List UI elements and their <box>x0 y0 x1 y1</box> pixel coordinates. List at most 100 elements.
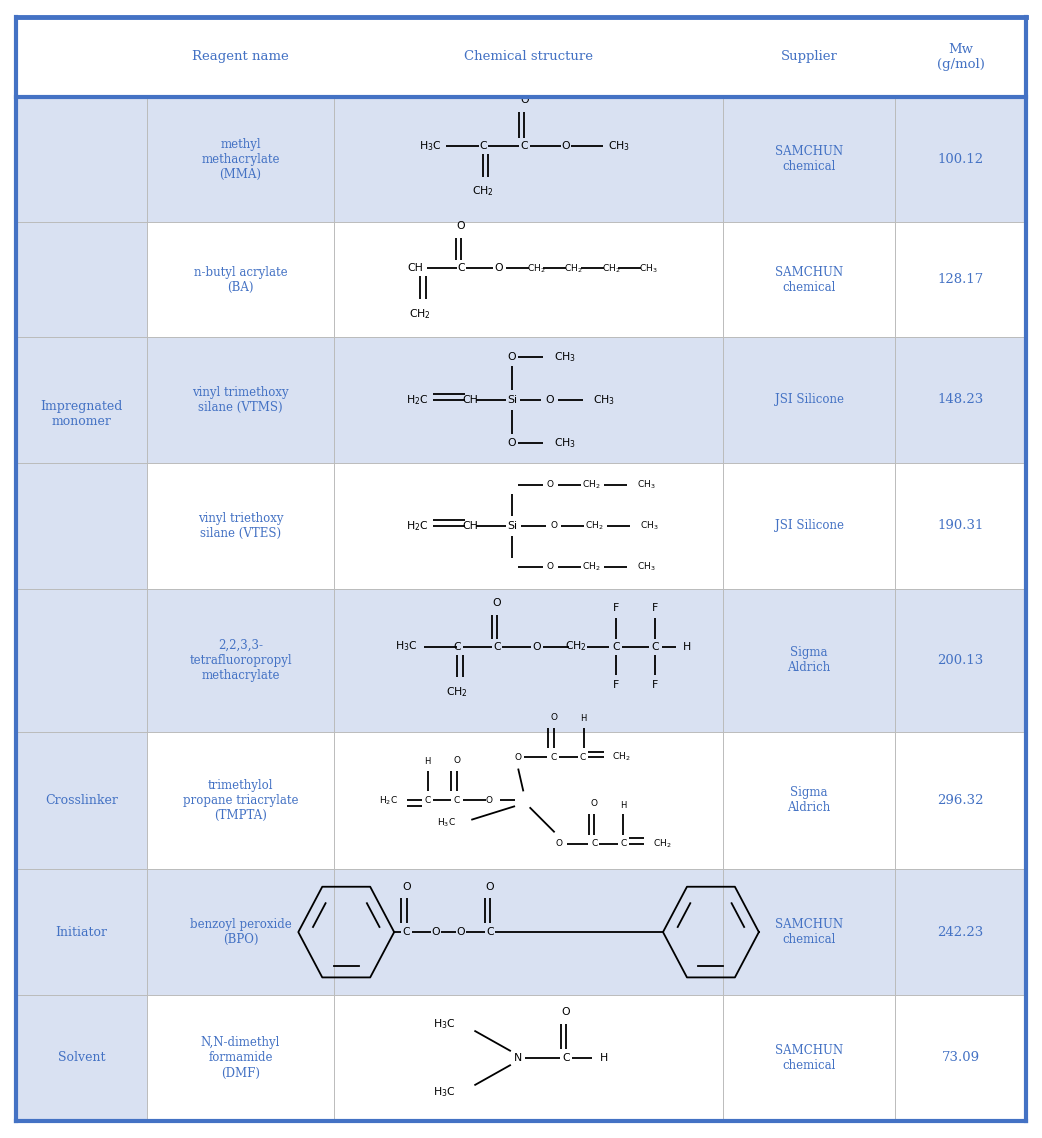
Bar <box>723 995 895 1121</box>
Text: Initiator: Initiator <box>55 925 107 939</box>
Text: CH$_3$: CH$_3$ <box>607 139 630 152</box>
Text: Chemical structure: Chemical structure <box>464 50 593 64</box>
Text: SAMCHUN
chemical: SAMCHUN chemical <box>775 265 843 294</box>
Text: CH$_3$: CH$_3$ <box>640 520 659 531</box>
Text: methyl
methacrylate
(MMA): methyl methacrylate (MMA) <box>201 138 279 181</box>
Text: CH$_2$: CH$_2$ <box>565 262 582 274</box>
Bar <box>723 337 895 463</box>
Text: Reagent name: Reagent name <box>192 50 289 64</box>
Text: SAMCHUN
chemical: SAMCHUN chemical <box>775 1044 843 1072</box>
Bar <box>723 17 895 97</box>
Bar <box>334 588 723 732</box>
Text: O: O <box>493 599 501 609</box>
Text: O: O <box>562 141 570 151</box>
Bar <box>895 222 1026 337</box>
Text: C: C <box>612 642 620 652</box>
Bar <box>895 869 1026 995</box>
Text: n-butyl acrylate
(BA): n-butyl acrylate (BA) <box>194 265 288 294</box>
Text: O: O <box>456 927 465 937</box>
Bar <box>147 463 334 588</box>
Text: CH$_3$: CH$_3$ <box>553 349 576 363</box>
Text: O: O <box>545 395 553 405</box>
Bar <box>334 869 723 995</box>
Text: CH$_3$: CH$_3$ <box>637 479 655 490</box>
Text: CH$_2$: CH$_2$ <box>527 262 545 274</box>
Bar <box>895 17 1026 97</box>
Bar <box>147 995 334 1121</box>
Bar <box>16 869 147 995</box>
Bar <box>334 337 723 463</box>
Bar <box>147 588 334 732</box>
Text: 128.17: 128.17 <box>938 273 984 286</box>
Text: O: O <box>555 839 563 848</box>
Bar <box>334 732 723 869</box>
Text: benzoyl peroxide
(BPO): benzoyl peroxide (BPO) <box>190 918 292 946</box>
Bar <box>895 337 1026 463</box>
Bar <box>16 222 147 337</box>
Text: C: C <box>453 795 460 805</box>
Text: Impregnated
monomer: Impregnated monomer <box>41 401 123 428</box>
Bar <box>723 732 895 869</box>
Text: N: N <box>514 1053 522 1063</box>
Text: C: C <box>403 927 411 937</box>
Text: CH: CH <box>407 263 423 273</box>
Text: O: O <box>507 352 516 362</box>
Bar <box>16 995 147 1121</box>
Bar <box>147 869 334 995</box>
Text: O: O <box>431 927 440 937</box>
Text: Supplier: Supplier <box>780 50 838 64</box>
Text: CH$_2$: CH$_2$ <box>581 479 600 490</box>
Text: O: O <box>547 480 554 489</box>
Text: H: H <box>683 642 691 652</box>
Text: C: C <box>521 141 528 151</box>
Bar <box>334 995 723 1121</box>
Text: JSI Silicone: JSI Silicone <box>774 394 844 406</box>
Text: F: F <box>613 681 619 691</box>
Text: O: O <box>507 438 516 448</box>
Text: Mw
(g/mol): Mw (g/mol) <box>937 43 985 71</box>
Text: C: C <box>479 141 487 151</box>
Text: O: O <box>591 799 598 808</box>
Text: CH$_3$: CH$_3$ <box>640 262 658 274</box>
Text: C: C <box>457 263 465 273</box>
Text: C: C <box>563 1053 570 1063</box>
Text: C: C <box>424 795 430 805</box>
Text: C: C <box>493 642 501 652</box>
Text: SAMCHUN
chemical: SAMCHUN chemical <box>775 146 843 173</box>
Text: Solvent: Solvent <box>57 1052 105 1064</box>
Text: CH: CH <box>463 395 478 405</box>
Bar <box>334 222 723 337</box>
Text: C: C <box>453 642 462 652</box>
Bar <box>16 732 147 869</box>
Text: Crosslinker: Crosslinker <box>45 794 118 807</box>
Bar <box>16 463 147 588</box>
Text: vinyl triethoxy
silane (VTES): vinyl triethoxy silane (VTES) <box>198 512 283 539</box>
Text: H$_3$C: H$_3$C <box>433 1086 455 1099</box>
Text: 2,2,3,3-
tetrafluoropropyl
methacrylate: 2,2,3,3- tetrafluoropropyl methacrylate <box>190 638 292 682</box>
Text: CH$_2$: CH$_2$ <box>446 685 468 699</box>
Text: CH$_2$: CH$_2$ <box>581 561 600 572</box>
Text: JSI Silicone: JSI Silicone <box>774 519 844 533</box>
Text: C: C <box>579 752 586 761</box>
Text: CH$_2$: CH$_2$ <box>602 262 620 274</box>
Text: vinyl trimethoxy
silane (VTMS): vinyl trimethoxy silane (VTMS) <box>192 386 289 414</box>
Text: Sigma
Aldrich: Sigma Aldrich <box>788 786 830 815</box>
Text: O: O <box>550 521 557 530</box>
Text: C: C <box>550 752 556 761</box>
Bar <box>16 17 147 97</box>
Text: Sigma
Aldrich: Sigma Aldrich <box>788 646 830 674</box>
Text: C: C <box>591 839 597 848</box>
Text: 242.23: 242.23 <box>938 925 984 939</box>
Text: 296.32: 296.32 <box>938 794 984 807</box>
Bar <box>16 337 147 463</box>
Bar <box>147 732 334 869</box>
Text: CH$_3$: CH$_3$ <box>553 436 576 450</box>
Text: O: O <box>456 221 466 231</box>
Text: H: H <box>620 800 626 809</box>
Text: CH$_2$: CH$_2$ <box>410 307 431 321</box>
Text: N,N-dimethyl
formamide
(DMF): N,N-dimethyl formamide (DMF) <box>201 1037 280 1080</box>
Text: CH$_2$: CH$_2$ <box>472 184 494 198</box>
Text: O: O <box>453 756 461 765</box>
Bar <box>723 869 895 995</box>
Text: O: O <box>547 562 554 571</box>
